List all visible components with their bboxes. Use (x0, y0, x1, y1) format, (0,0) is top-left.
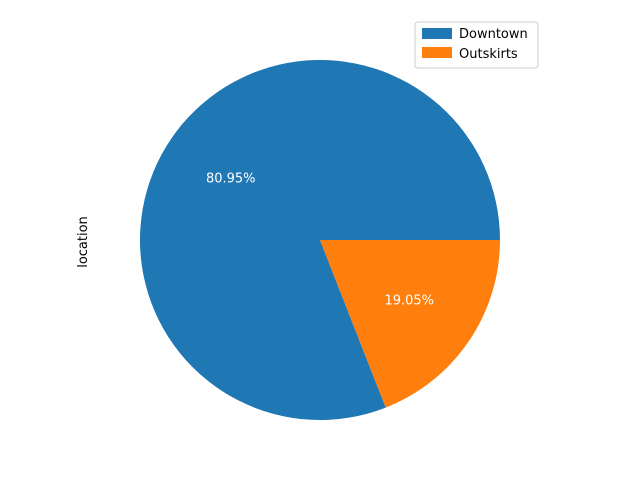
pie-percent-labels: 80.95% 19.05% (206, 172, 434, 309)
legend-swatch-outskirts (422, 47, 452, 58)
legend-swatch-downtown (422, 28, 452, 39)
legend: Downtown Outskirts (414, 21, 539, 69)
pie-label-downtown: 80.95% (206, 172, 256, 187)
legend-label-outskirts: Outskirts (459, 47, 518, 62)
pie-slice-outskirts (320, 240, 500, 408)
pie-slices (140, 60, 500, 421)
legend-label-downtown: Downtown (459, 27, 528, 42)
y-axis-label: location (76, 216, 91, 268)
pie-label-outskirts: 19.05% (384, 293, 434, 308)
